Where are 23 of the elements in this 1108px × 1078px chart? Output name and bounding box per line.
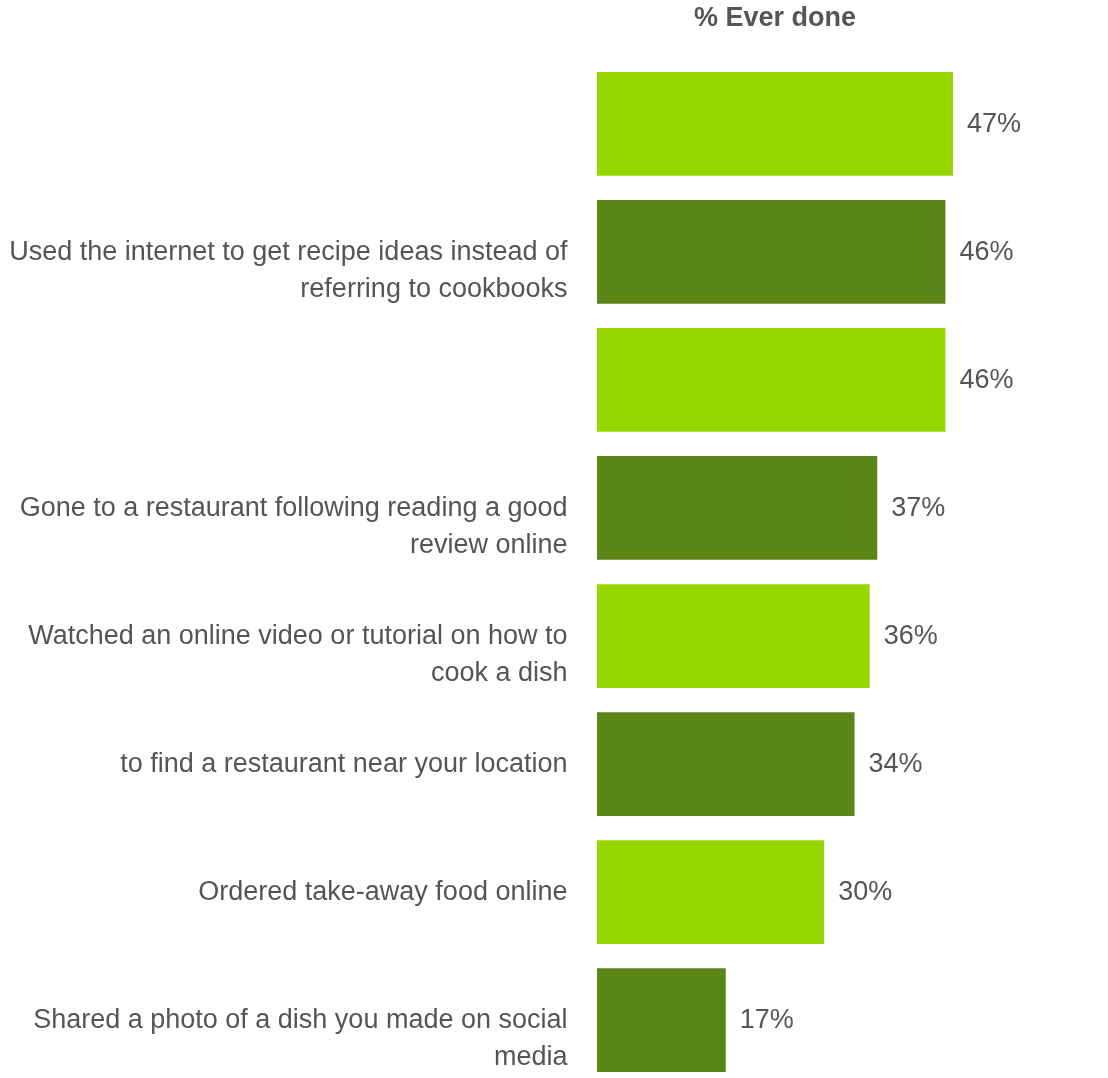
bar: [597, 200, 946, 304]
bar: [597, 328, 946, 432]
data-label: 17%: [739, 1004, 794, 1035]
bar: [597, 584, 870, 688]
bar: [597, 840, 825, 944]
data-label: 46%: [959, 363, 1014, 394]
data-label: 46%: [959, 235, 1014, 266]
data-label: 36%: [883, 620, 938, 651]
y-tick-label: to find a restaurant near your location: [120, 748, 568, 779]
y-tick-label: Watched an online video or tutorial on how to cook a dish: [28, 620, 568, 688]
bar: [597, 712, 855, 816]
bar: [597, 456, 878, 560]
bar: [597, 968, 726, 1072]
y-tick-label: Used the internet to get recipe ideas instead of referring to cookbooks: [9, 235, 568, 303]
chart-title: % Ever done: [693, 2, 857, 32]
bar: [597, 72, 953, 176]
data-label: 34%: [868, 748, 923, 779]
y-tick-label: Shared a photo of a dish you made on social media: [33, 1004, 569, 1072]
data-label: 47%: [967, 107, 1022, 138]
data-label: 37%: [891, 491, 946, 522]
data-label: 30%: [838, 876, 893, 907]
y-tick-label: Ordered take-away food online: [198, 876, 568, 907]
y-tick-label: Gone to a restaurant following reading a good review online: [19, 491, 568, 559]
